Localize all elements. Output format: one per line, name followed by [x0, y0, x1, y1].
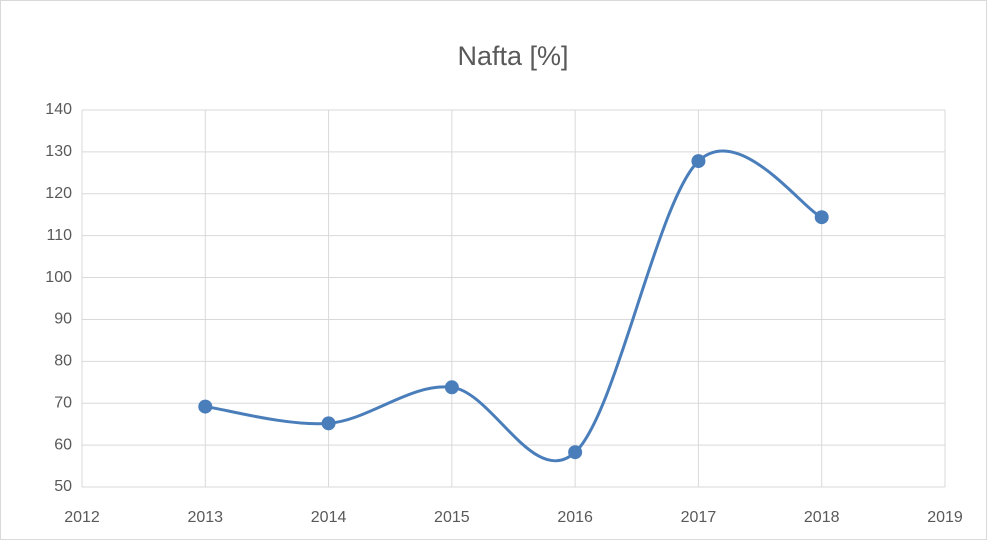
- y-tick-label: 120: [45, 185, 72, 202]
- y-tick-label: 70: [54, 394, 72, 411]
- y-tick-label: 80: [54, 353, 72, 370]
- y-tick-label: 90: [54, 311, 72, 328]
- x-tick-label: 2019: [927, 509, 963, 526]
- y-tick-label: 100: [45, 269, 72, 286]
- data-point: [198, 399, 213, 414]
- x-tick-label: 2017: [681, 509, 717, 526]
- y-tick-label: 110: [46, 227, 72, 244]
- x-tick-label: 2015: [434, 509, 470, 526]
- x-tick-label: 2014: [311, 509, 347, 526]
- chart-title: Nafta [%]: [457, 41, 568, 71]
- data-point: [691, 154, 706, 169]
- x-tick-label: 2018: [804, 509, 840, 526]
- x-tick-label: 2012: [64, 509, 100, 526]
- data-point: [568, 445, 583, 460]
- data-point: [814, 210, 829, 225]
- y-tick-label: 50: [54, 478, 72, 495]
- y-tick-label: 60: [54, 436, 72, 453]
- y-tick-label: 140: [45, 101, 72, 118]
- y-tick-label: 130: [45, 143, 72, 160]
- x-tick-label: 2016: [557, 509, 593, 526]
- data-point: [444, 380, 459, 395]
- x-tick-label: 2013: [187, 509, 223, 526]
- data-point: [321, 416, 336, 431]
